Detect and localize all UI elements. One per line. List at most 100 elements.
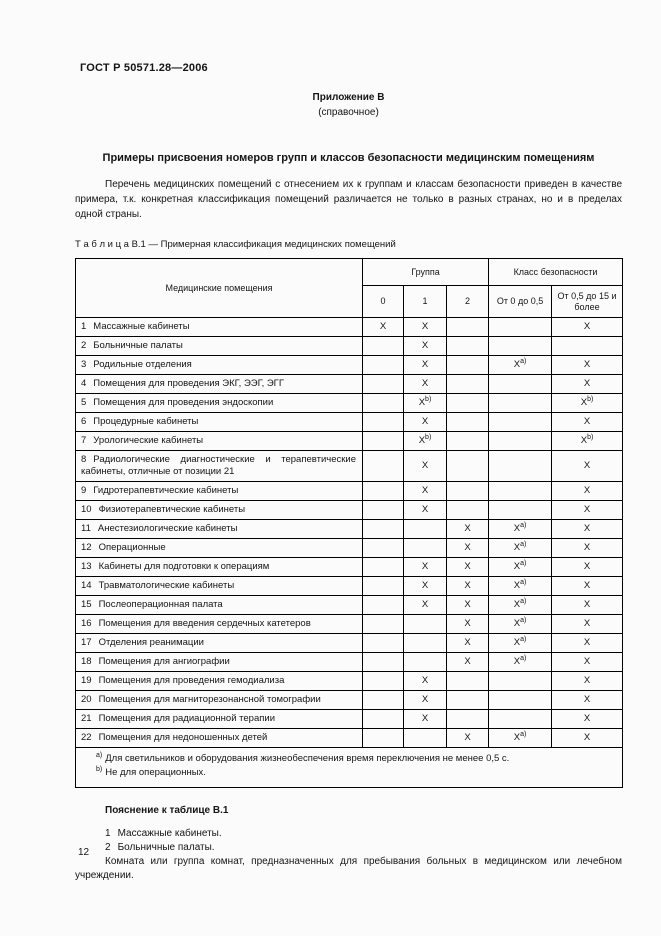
mark-cell [445,336,490,356]
explanation-title: Пояснение к таблице В.1 [105,805,229,816]
mark-cell: X [551,374,624,394]
row-number: 13 [81,561,92,572]
explanation-item-text: Больничные палаты. [117,842,215,853]
mark-cell [362,538,404,558]
mark-cell: X [403,709,447,729]
mark-cell: X [403,450,447,482]
mark-cell [488,481,553,501]
premises-cell: 17 Отделения реанимации [75,633,363,653]
mark-cell: X [551,709,624,729]
table-row: 19 Помещения для проведения гемодиализа X… [75,671,624,691]
mark-cell: X [403,374,447,394]
premises-cell: 15 Послеоперационная палата [75,595,363,615]
table-row: 6 Процедурные кабинеты X X [75,412,624,432]
mark-cell [403,538,447,558]
mark-cell [362,671,404,691]
mark-cell: X [445,538,490,558]
mark-cell [488,317,553,337]
premises-cell: 4 Помещения для проведения ЭКГ, ЭЭГ, ЭГГ [75,374,363,394]
mark-cell [445,690,490,710]
mark-cell [445,500,490,520]
mark-cell: X [362,317,404,337]
header-premises: Медицинские помещения [75,258,363,318]
mark-cell: X [551,317,624,337]
mark-cell: Xa) [488,728,553,748]
header-class: Класс безопасности [488,258,624,286]
mark-cell [362,557,404,577]
explanation-item-num: 2 [105,842,111,853]
explanation-items: 1 Массажные кабинеты. 2 Больничные палаты.… [75,827,622,883]
mark-cell [362,690,404,710]
mark-cell: X [551,595,624,615]
mark-cell [445,481,490,501]
footnotes-row: a) Для светильников и оборудования жизнео… [74,747,624,788]
mark-cell [362,652,404,672]
row-number: 17 [81,637,92,648]
table-row: 16 Помещения для введения сердечных катет… [75,614,624,634]
annex-heading: Приложение В (справочное) [75,90,622,120]
mark-cell: X [551,728,624,748]
footnote-b-text: Не для операционных. [105,767,206,778]
mark-cell [362,355,404,375]
table-row: 5 Помещения для проведения эндоскопии Xb)… [75,393,624,413]
footnote-b-marker: b) [96,765,103,773]
mark-cell: Xa) [488,557,553,577]
table-row: 3 Родильные отделения X Xa) X [75,355,624,375]
footnote-a-text: Для светильников и оборудования жизнеобе… [105,753,510,764]
header-class-0: От 0 до 0,5 [488,285,553,318]
premises-cell: 11 Анестезиологические кабинеты [75,519,363,539]
mark-cell: X [445,595,490,615]
mark-cell: X [403,557,447,577]
mark-cell [362,412,404,432]
table-row: 11 Анестезиологические кабинеты X Xa) X [75,519,624,539]
page-content: ГОСТ Р 50571.28—2006 Приложение В (справ… [74,0,624,883]
explanation-item: 1 Массажные кабинеты. [105,827,622,841]
mark-cell: X [551,538,624,558]
mark-cell [362,336,404,356]
page-number: 12 [78,847,90,858]
table-row: 2 Больничные палаты X [75,336,624,356]
header-group: Группа [361,258,490,286]
mark-cell [403,652,447,672]
mark-cell: X [445,557,490,577]
mark-cell [403,728,447,748]
premises-cell: 2 Больничные палаты [75,336,363,356]
mark-cell [362,709,404,729]
mark-cell [488,374,553,394]
mark-cell [445,374,490,394]
premises-cell: 3 Родильные отделения [75,355,363,375]
mark-cell [488,671,553,691]
mark-cell [488,450,553,482]
doc-number: ГОСТ Р 50571.28—2006 [80,62,208,74]
row-number: 4 [81,378,87,389]
mark-cell [445,450,490,482]
premises-cell: 14 Травматологические кабинеты [75,576,363,596]
premises-cell: 16 Помещения для введения сердечных катет… [75,614,363,634]
mark-cell: X [551,500,624,520]
mark-cell [445,412,490,432]
premises-cell: 18 Помещения для ангиографии [75,652,363,672]
premises-cell: 13 Кабинеты для подготовки к операциям [75,557,363,577]
mark-cell: X [551,576,624,596]
mark-cell: Xa) [488,633,553,653]
explanation-item-text: Массажные кабинеты. [117,828,222,839]
mark-cell: X [403,336,447,356]
row-number: 2 [81,340,87,351]
mark-cell: X [551,519,624,539]
mark-cell [362,519,404,539]
mark-cell: X [403,481,447,501]
row-number: 20 [81,694,92,705]
mark-cell [362,614,404,634]
mark-cell: Xa) [488,614,553,634]
row-number: 22 [81,732,92,743]
premises-cell: 6 Процедурные кабинеты [75,412,363,432]
mark-cell: X [551,481,624,501]
row-number: 10 [81,504,92,515]
mark-cell: X [551,412,624,432]
table-row: 22 Помещения для недоношенных детей X Xa) X [75,728,624,748]
mark-cell: X [445,576,490,596]
section-title: Примеры присвоения номеров групп и класс… [102,152,595,164]
mark-cell [488,412,553,432]
